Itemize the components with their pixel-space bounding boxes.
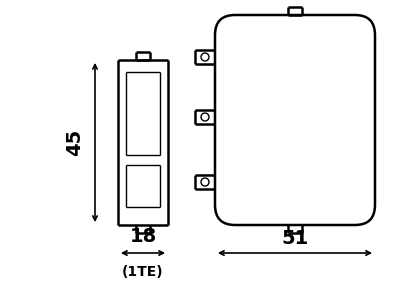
Text: (1TE): (1TE) bbox=[122, 265, 164, 279]
Text: 51: 51 bbox=[281, 230, 309, 248]
Text: 45: 45 bbox=[66, 129, 84, 156]
Text: 18: 18 bbox=[129, 227, 157, 247]
